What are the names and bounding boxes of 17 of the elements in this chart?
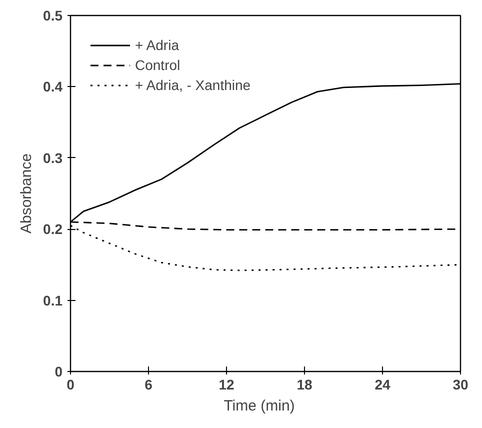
legend-label: + Adria <box>135 37 179 53</box>
y-tick-label: 0.2 <box>43 221 63 238</box>
y-tick-label: 0.3 <box>43 150 63 166</box>
y-tick-label: 0.1 <box>43 292 63 308</box>
legend-label: Control <box>135 57 180 73</box>
y-tick-label: 0.5 <box>43 8 63 24</box>
x-tick-label: 12 <box>218 376 234 392</box>
x-axis-title: Time (min) <box>224 398 295 414</box>
x-tick-label: 6 <box>144 376 153 392</box>
legend-label: + Adria, - Xanthine <box>135 77 251 93</box>
x-tick-label: 18 <box>296 376 312 392</box>
x-tick-label: 30 <box>452 376 468 392</box>
y-axis-title: Absorbance <box>18 153 36 234</box>
y-tick-label: 0.4 <box>43 78 63 95</box>
x-tick-label: 0 <box>66 376 75 392</box>
x-tick-label: 24 <box>374 376 390 392</box>
y-tick-label: 0 <box>54 364 63 380</box>
